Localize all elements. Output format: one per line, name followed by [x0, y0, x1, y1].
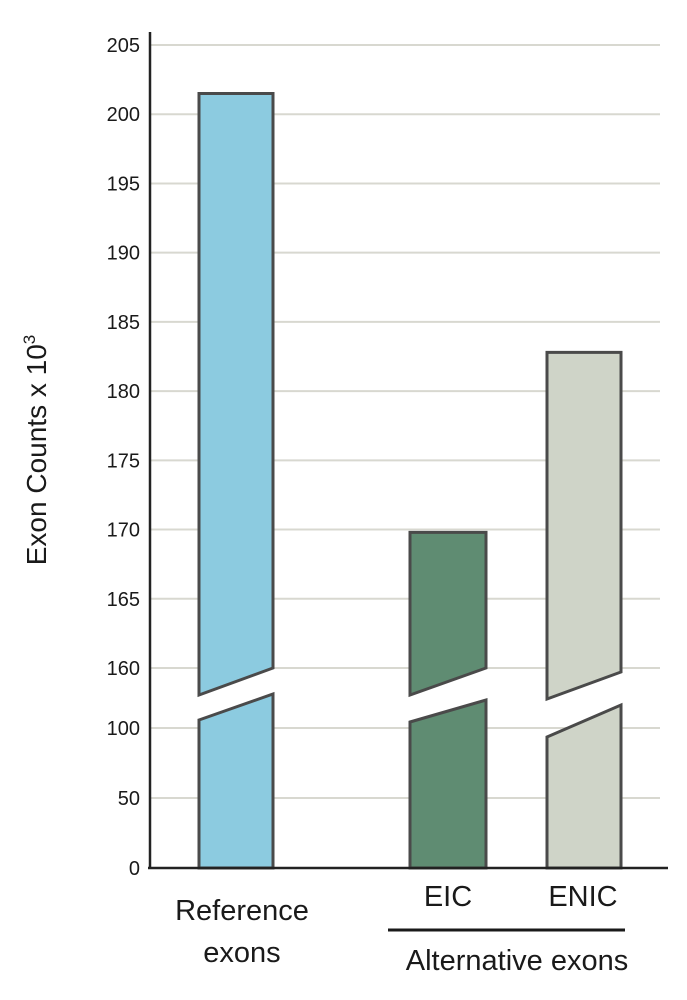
y-tick-label-upper-9: 205: [107, 35, 140, 57]
category-label-enic: ENIC: [548, 881, 617, 913]
category-label-eic: EIC: [424, 881, 472, 913]
y-axis-label: Exon Counts x 103: [20, 335, 52, 566]
bar-lower-reference-exons: [197, 691, 275, 870]
y-tick-labels: 0 50 100 160 165 170 175 180 185 190 195 200 205: [107, 35, 140, 880]
axes: [148, 32, 668, 932]
group-label-alternative-exons: Alternative exons: [406, 945, 628, 977]
y-tick-label-upper-3: 175: [107, 450, 140, 472]
bar-upper-enic: [545, 350, 623, 702]
y-tick-label-upper-0: 160: [107, 658, 140, 680]
y-tick-label-lower-0: 0: [129, 858, 140, 880]
y-tick-label-upper-4: 180: [107, 381, 140, 403]
y-tick-label-upper-2: 170: [107, 520, 140, 542]
y-tick-label-upper-6: 190: [107, 243, 140, 265]
y-axis-label-text: Exon Counts x 10: [21, 344, 52, 565]
y-tick-label-lower-1: 50: [118, 788, 140, 810]
y-tick-label-upper-1: 165: [107, 589, 140, 611]
category-label-reference-line2: exons: [203, 937, 280, 969]
bar-upper-reference-exons: [197, 91, 275, 698]
category-label-reference-line1: Reference: [175, 895, 309, 927]
bars: [197, 91, 623, 870]
y-tick-label-upper-7: 195: [107, 173, 140, 195]
y-axis-label-superscript: 3: [20, 335, 39, 344]
y-tick-label-upper-8: 200: [107, 104, 140, 126]
y-tick-label-lower-2: 100: [107, 718, 140, 740]
bar-upper-eic: [408, 530, 488, 698]
bar-lower-eic: [408, 698, 488, 870]
y-tick-label-upper-5: 185: [107, 312, 140, 334]
bar-lower-enic: [545, 702, 623, 870]
